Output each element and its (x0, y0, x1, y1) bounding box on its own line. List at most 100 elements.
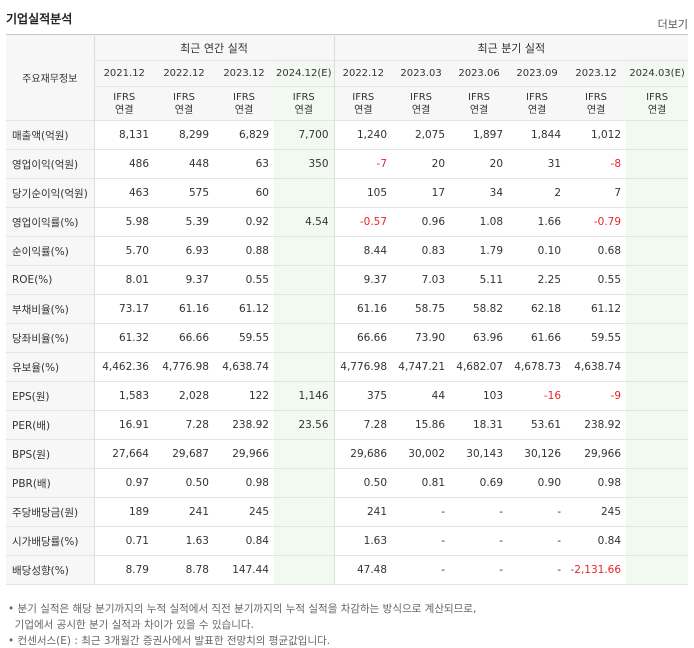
table-cell: 463 (94, 178, 154, 208)
table-cell: - (450, 555, 509, 585)
table-cell: -0.79 (566, 207, 627, 237)
row-label: 당좌비율(%) (6, 323, 95, 353)
table-cell (626, 323, 689, 353)
table-cell: 53.61 (508, 410, 567, 440)
row-label: PBR(배) (6, 468, 95, 498)
table-row: ROE(%) 8.01 9.37 0.55 9.37 7.03 5.11 2.25 0.55 (6, 265, 689, 295)
table-cell: 147.44 (214, 555, 274, 585)
table-cell: 66.66 (334, 323, 393, 353)
table-cell: 20 (450, 149, 509, 179)
table-cell: 0.98 (214, 468, 274, 498)
table-cell: - (508, 497, 567, 527)
table-cell (274, 468, 335, 498)
row-label: 순이익률(%) (6, 236, 95, 266)
table-cell: 17 (392, 178, 451, 208)
table-cell (626, 236, 689, 266)
ifrs-label: IFRS 연결 (626, 86, 689, 121)
table-cell: 29,966 (214, 439, 274, 469)
table-cell: 8.78 (154, 555, 214, 585)
more-link[interactable]: 더보기 (658, 16, 688, 32)
table-cell: 103 (450, 381, 509, 411)
ifrs-label: IFRS 연결 (274, 86, 335, 121)
table-cell: 62.18 (508, 294, 567, 324)
footnote-1: • 분기 실적은 해당 분기까지의 누적 실적에서 직전 분기까지의 누적 실적… (8, 603, 477, 615)
table-cell: 61.16 (154, 294, 214, 324)
ifrs-label: IFRS 연결 (214, 86, 274, 121)
table-cell: 61.16 (334, 294, 393, 324)
table-row: 당좌비율(%) 61.32 66.66 59.55 66.66 73.90 63.96 61.… (6, 323, 689, 353)
table-cell: 44 (392, 381, 451, 411)
row-label: 영업이익(억원) (6, 149, 95, 179)
period-header: 2024.03(E) (626, 60, 689, 87)
table-cell: 2,075 (392, 120, 451, 150)
table-cell (626, 178, 689, 208)
table-cell: 61.32 (94, 323, 154, 353)
table-cell (626, 555, 689, 585)
row-label: 당기순이익(억원) (6, 178, 95, 208)
table-cell: - (508, 555, 567, 585)
table-cell: 105 (334, 178, 393, 208)
table-row: BPS(원) 27,664 29,687 29,966 29,686 30,002 30,1… (6, 439, 689, 469)
table-cell: 4,678.73 (508, 352, 567, 382)
table-cell: 1.63 (334, 526, 393, 556)
period-header: 2023.03 (392, 60, 451, 87)
table-cell: 66.66 (154, 323, 214, 353)
table-cell: 4,462.36 (94, 352, 154, 382)
table-cell: 1,146 (274, 381, 335, 411)
ifrs-bottom: 연결 (527, 104, 547, 116)
table-row: 매출액(억원) 8,131 8,299 6,829 7,700 1,240 2,075 1,8… (6, 120, 689, 150)
table-cell: 0.84 (566, 526, 627, 556)
ifrs-bottom: 연결 (586, 104, 606, 116)
ifrs-bottom: 연결 (354, 104, 373, 116)
table-cell: - (450, 497, 509, 527)
table-cell: 0.50 (334, 468, 393, 498)
period-header: 2022.12 (334, 60, 393, 87)
table-cell: 241 (334, 497, 393, 527)
table-cell (626, 439, 689, 469)
table-cell: 30,126 (508, 439, 567, 469)
table-cell (274, 555, 335, 585)
table-row: 영업이익률(%) 5.98 5.39 0.92 4.54 -0.57 0.96 1.08 1.6… (6, 207, 689, 237)
table-cell: 5.70 (94, 236, 154, 266)
ifrs-bottom: 연결 (647, 104, 667, 116)
row-label: 배당성향(%) (6, 555, 95, 585)
section-header: 기업실적분석 더보기 (6, 8, 690, 32)
table-cell: 9.37 (334, 265, 393, 295)
table-cell: 1.63 (154, 526, 214, 556)
table-cell (626, 265, 689, 295)
row-label: 유보율(%) (6, 352, 95, 382)
table-cell: 1,844 (508, 120, 567, 150)
table-cell: 1,897 (450, 120, 509, 150)
table-cell (626, 410, 689, 440)
ifrs-bottom: 연결 (469, 104, 489, 116)
table-cell: 4,776.98 (154, 352, 214, 382)
table-cell: -16 (508, 381, 567, 411)
table-cell (626, 294, 689, 324)
ifrs-top: IFRS (646, 91, 669, 103)
table-cell: 0.68 (566, 236, 627, 266)
table-cell (274, 526, 335, 556)
table-cell: 0.81 (392, 468, 451, 498)
table-cell: 5.39 (154, 207, 214, 237)
ifrs-top: IFRS (113, 91, 136, 103)
table-cell: 18.31 (450, 410, 509, 440)
table-cell: 122 (214, 381, 274, 411)
period-header: 2023.06 (450, 60, 509, 87)
table-cell: 1.79 (450, 236, 509, 266)
table-cell (274, 294, 335, 324)
row-label: 부채비율(%) (6, 294, 95, 324)
table-cell: 0.50 (154, 468, 214, 498)
table-row: 당기순이익(억원) 463 575 60 105 17 34 2 7 (6, 178, 689, 208)
table-cell: 59.55 (566, 323, 627, 353)
ifrs-label: IFRS 연결 (566, 86, 627, 121)
table-cell: 0.55 (566, 265, 627, 295)
table-cell: 20 (392, 149, 451, 179)
table-cell: 6,829 (214, 120, 274, 150)
ifrs-bottom: 연결 (411, 104, 431, 116)
table-cell: 1,240 (334, 120, 393, 150)
ifrs-label: IFRS 연결 (94, 86, 154, 121)
table-cell: 9.37 (154, 265, 214, 295)
table-cell: - (450, 526, 509, 556)
ifrs-top: IFRS (526, 91, 549, 103)
table-cell: 47.48 (334, 555, 393, 585)
